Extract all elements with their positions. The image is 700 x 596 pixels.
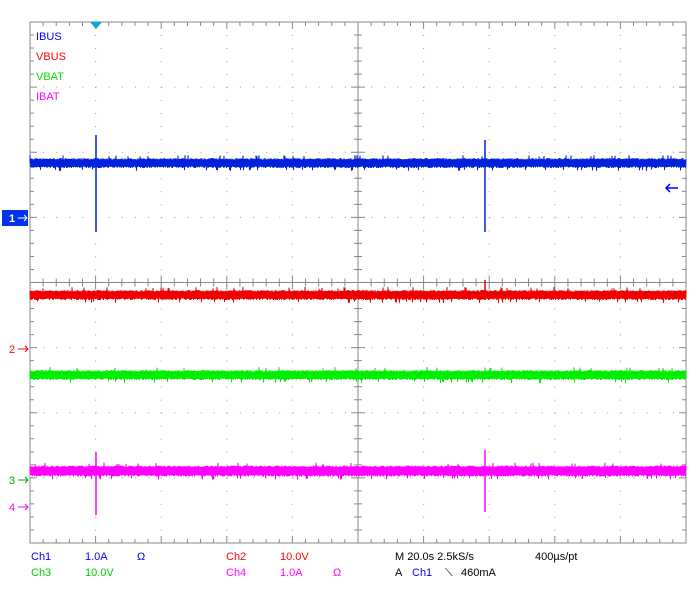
trace-label: IBUS — [36, 31, 62, 43]
channel-marker: 4 — [9, 502, 15, 514]
trace — [29, 286, 687, 304]
trigger-level-text: 460mA — [461, 567, 497, 579]
trigger-mode: A — [395, 567, 403, 579]
channel-name: Ch3 — [31, 567, 51, 579]
timebase: M 20.0s 2.5kS/s — [395, 551, 474, 563]
channel-name: Ch4 — [226, 567, 246, 579]
tick-marks — [30, 22, 686, 543]
trace-label: VBUS — [36, 51, 66, 63]
marker-arrow — [18, 476, 29, 484]
trace-label: IBAT — [36, 91, 60, 103]
trigger-slope: ⟍ — [445, 567, 453, 579]
channel-name: Ch2 — [226, 551, 246, 563]
trigger-source: Ch1 — [412, 567, 432, 579]
channel-scale: 10.0V — [280, 551, 309, 563]
channel-marker: 1 — [9, 213, 15, 225]
channel-impedance: Ω — [137, 551, 145, 563]
marker-arrow — [18, 345, 29, 353]
trace-label: VBAT — [36, 71, 64, 83]
trace — [29, 155, 687, 171]
channel-scale: 1.0A — [280, 567, 303, 579]
channel-marker: 3 — [9, 475, 15, 487]
trigger-level — [664, 183, 678, 193]
traces — [29, 135, 687, 515]
trace — [29, 366, 687, 383]
trace — [29, 462, 687, 480]
channel-marker-box — [2, 210, 28, 226]
marker-arrow — [18, 503, 29, 511]
channel-name: Ch1 — [31, 551, 51, 563]
channel-scale: 1.0A — [85, 551, 108, 563]
trigger-position — [90, 22, 102, 29]
channel-impedance: Ω — [333, 567, 341, 579]
graticule — [29, 21, 687, 544]
record-length: 400µs/pt — [535, 551, 577, 563]
channel-marker: 2 — [9, 344, 15, 356]
channel-scale: 10.0V — [85, 567, 114, 579]
marker-arrow — [18, 214, 28, 222]
